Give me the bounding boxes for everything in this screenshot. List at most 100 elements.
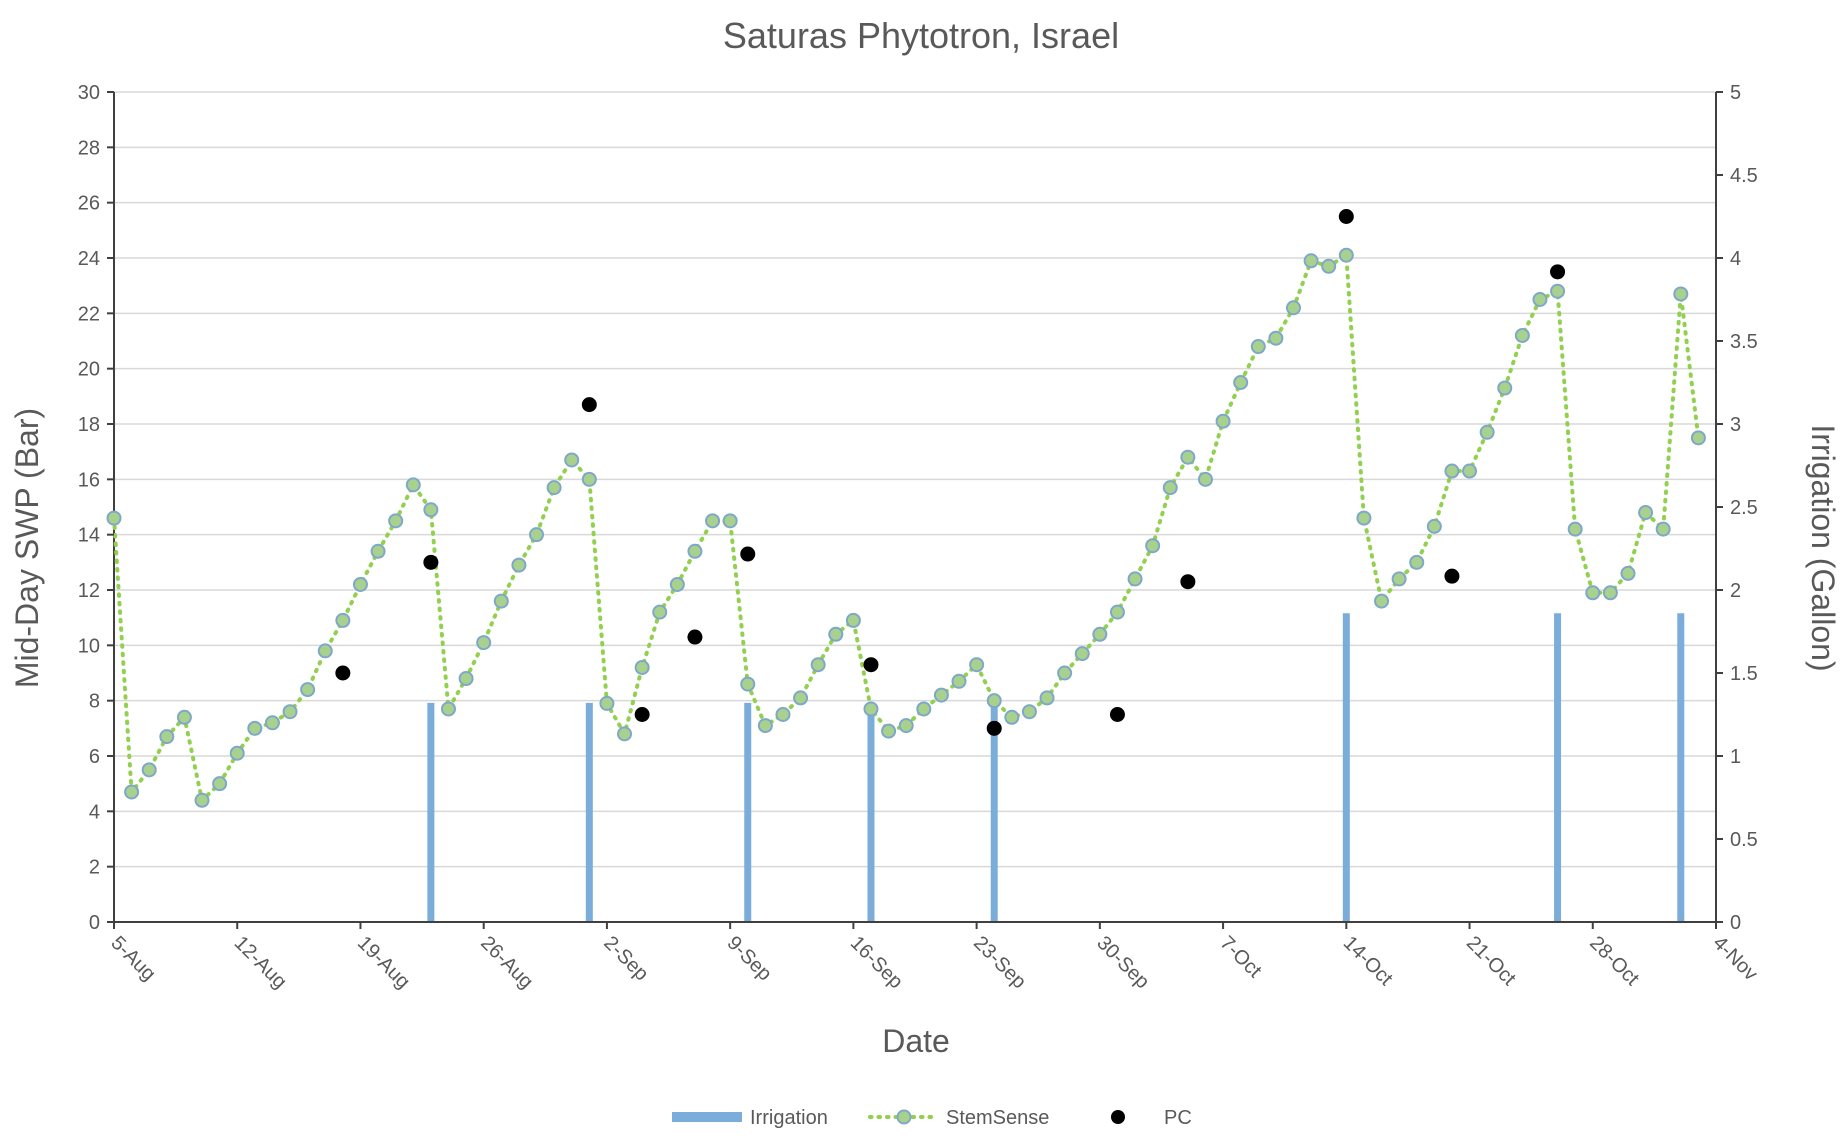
- pc-series: [335, 209, 1566, 736]
- stemsense-point: [1197, 471, 1213, 487]
- stemsense-point: [1145, 538, 1161, 554]
- pc-point: [1444, 568, 1460, 584]
- y2-tick-label: 3: [1730, 414, 1741, 436]
- stemsense-point: [845, 612, 861, 628]
- x-tick-label: 12-Aug: [230, 932, 291, 993]
- irrigation-bar: [427, 702, 435, 922]
- stemsense-point: [1092, 626, 1108, 642]
- stemsense-point: [529, 527, 545, 543]
- legend-label-pc: PC: [1164, 1107, 1192, 1129]
- y-tick-label: 12: [78, 580, 100, 602]
- stemsense-point: [1532, 292, 1548, 307]
- stemsense-point: [705, 513, 721, 529]
- stemsense-point: [1057, 665, 1073, 681]
- x-tick-label: 14-Oct: [1339, 932, 1397, 990]
- y-tick-label: 26: [78, 193, 100, 215]
- stemsense-point: [511, 557, 527, 573]
- legend-swatch-stemsense-marker: [896, 1109, 912, 1125]
- irrigation-bar: [585, 702, 593, 922]
- irrigation-bar: [1677, 613, 1685, 922]
- stemsense-point: [1250, 339, 1266, 355]
- stemsense-series: [106, 247, 1706, 808]
- x-tick-label: 7-Oct: [1216, 932, 1266, 982]
- y-tick-label: 16: [78, 469, 100, 491]
- pc-point: [740, 546, 756, 562]
- stemsense-point: [229, 745, 245, 761]
- stemsense-point: [986, 693, 1002, 709]
- y2-axis-title: Irrigation (Gallon): [1805, 424, 1841, 671]
- x-tick-label: 26-Aug: [476, 932, 537, 993]
- stemsense-point: [581, 471, 597, 487]
- pc-point: [423, 554, 439, 570]
- y2-tick-label: 4: [1730, 248, 1741, 270]
- stemsense-point: [1567, 521, 1583, 537]
- pc-point: [335, 665, 351, 681]
- y-tick-label: 8: [89, 691, 100, 713]
- stemsense-point: [793, 690, 809, 706]
- stemsense-point: [898, 718, 914, 734]
- y-tick-label: 22: [78, 303, 100, 325]
- stemsense-point: [687, 543, 703, 559]
- x-tick-label: 9-Sep: [723, 932, 776, 985]
- stemsense-point: [1233, 375, 1249, 390]
- stemsense-point: [212, 776, 228, 792]
- stemsense-point: [916, 701, 932, 717]
- stemsense-point: [1620, 565, 1636, 581]
- stemsense-point: [405, 477, 421, 493]
- pc-point: [986, 720, 1002, 736]
- stemsense-point: [1338, 247, 1354, 263]
- y2-tick-label: 1: [1730, 746, 1741, 768]
- stemsense-point: [352, 576, 368, 592]
- stemsense-point: [1321, 258, 1337, 274]
- y2-tick-label: 1.5: [1730, 663, 1758, 685]
- pc-point: [687, 629, 703, 645]
- stemsense-point: [740, 676, 756, 692]
- y-tick-label: 10: [78, 635, 100, 657]
- pc-point: [1550, 264, 1566, 280]
- x-tick-label: 2-Sep: [599, 932, 652, 985]
- stemsense-point: [1285, 300, 1301, 316]
- x-tick-label: 4-Nov: [1708, 932, 1761, 985]
- stemsense-point: [1162, 480, 1178, 496]
- legend-swatch-irrigation: [672, 1112, 742, 1122]
- stemsense-point: [300, 682, 316, 698]
- stemsense-point: [969, 657, 985, 673]
- legend-label-irrigation: Irrigation: [750, 1107, 828, 1129]
- stemsense-point: [951, 673, 967, 689]
- irrigation-bars: [427, 613, 1685, 922]
- stemsense-point: [388, 513, 404, 529]
- y2-tick-label: 2: [1730, 580, 1741, 602]
- stemsense-point: [194, 792, 210, 808]
- stemsense-point: [1039, 690, 1055, 706]
- pc-point: [1109, 707, 1125, 722]
- stemsense-point: [546, 480, 562, 496]
- stemsense-point: [1268, 330, 1284, 346]
- stemsense-point: [617, 726, 633, 742]
- irrigation-bar: [744, 702, 752, 922]
- stemsense-point: [564, 452, 580, 468]
- stemsense-point: [247, 720, 263, 736]
- x-tick-label: 23-Sep: [969, 932, 1030, 993]
- stemsense-point: [1638, 505, 1654, 521]
- stemsense-point: [282, 704, 298, 720]
- stemsense-point: [476, 635, 492, 651]
- stemsense-point: [124, 784, 140, 800]
- pc-point: [863, 657, 879, 673]
- stemsense-point: [1479, 424, 1495, 440]
- irrigation-bar: [990, 702, 998, 922]
- legend-label-stemsense: StemSense: [946, 1107, 1049, 1129]
- irrigation-bar: [867, 702, 875, 922]
- y2-tick-label: 4.5: [1730, 165, 1758, 187]
- y-tick-label: 0: [89, 912, 100, 934]
- stemsense-point: [159, 729, 175, 745]
- stemsense-point: [176, 709, 192, 725]
- stemsense-point: [1356, 510, 1372, 526]
- stemsense-point: [1497, 380, 1513, 396]
- stemsense-point: [423, 502, 439, 518]
- stemsense-point: [1374, 593, 1390, 609]
- stemsense-point: [933, 687, 949, 703]
- stemsense-point: [722, 513, 738, 529]
- stemsense-point: [1602, 585, 1618, 601]
- stemsense-point: [1303, 253, 1319, 269]
